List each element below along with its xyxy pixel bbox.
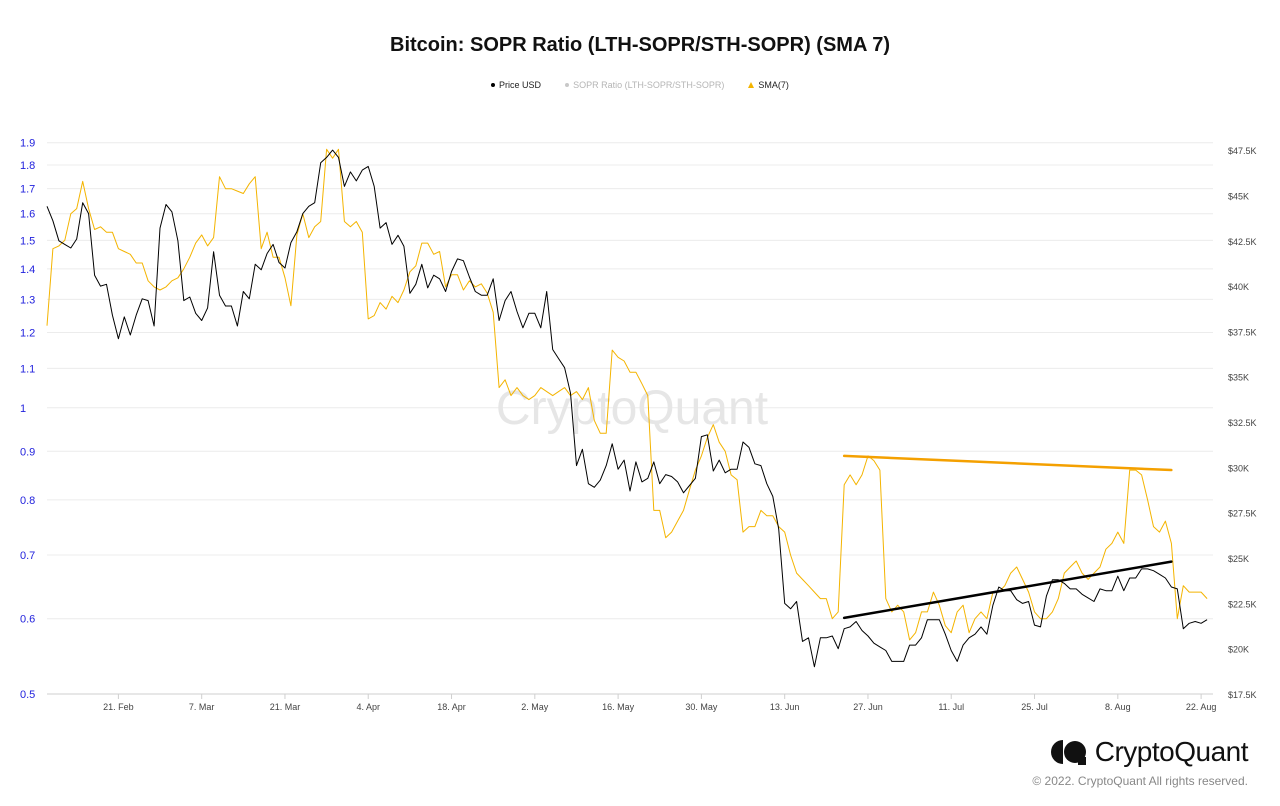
- left-tick-label: 1.4: [20, 264, 35, 276]
- x-tick-label: 27. Jun: [853, 702, 883, 712]
- copyright-text: © 2022. CryptoQuant All rights reserved.: [1032, 774, 1248, 788]
- right-tick-label: $20K: [1228, 645, 1249, 655]
- left-tick-label: 1.2: [20, 327, 35, 339]
- brand: CryptoQuant: [1049, 736, 1249, 768]
- legend-label: Price USD: [499, 80, 542, 90]
- legend-triangle-icon: [748, 82, 755, 88]
- x-tick-label: 8. Aug: [1105, 702, 1131, 712]
- legend-label: SMA(7): [758, 80, 789, 90]
- x-tick-label: 21. Mar: [270, 702, 301, 712]
- price-line: [46, 149, 1208, 668]
- cryptoquant-logo-icon: [1050, 740, 1086, 765]
- left-tick-label: 0.7: [20, 550, 35, 562]
- legend-dot-icon: [565, 83, 570, 87]
- legend-item-sopr-ratio[interactable]: SOPR Ratio (LTH-SOPR/STH-SOPR): [565, 80, 724, 90]
- right-tick-label: $37.5K: [1228, 327, 1257, 337]
- right-tick-label: $42.5K: [1228, 237, 1257, 247]
- legend-dot-icon: [491, 83, 496, 87]
- left-tick-label: 0.8: [20, 495, 35, 507]
- left-tick-label: 0.5: [20, 689, 35, 701]
- x-tick-label: 21. Feb: [103, 702, 134, 712]
- right-tick-label: $32.5K: [1228, 418, 1257, 428]
- sma7-line: [46, 148, 1208, 641]
- x-tick-label: 30. May: [685, 702, 718, 712]
- grid-lines: [47, 142, 1213, 695]
- x-tick-label: 11. Jul: [938, 702, 964, 712]
- x-tick-label: 7. Mar: [189, 702, 215, 712]
- left-axis: 0.5 0.6 0.7 0.8 0.9 1 1.1 1.2 1.3 1.4 1.5 1.6 1.7 1.8…: [20, 138, 35, 701]
- left-tick-label: 1.6: [20, 209, 35, 221]
- left-tick-label: 1.8: [20, 160, 35, 172]
- right-tick-label: $22.5K: [1228, 599, 1257, 609]
- legend-item-price[interactable]: Price USD: [491, 80, 541, 90]
- price-support-trendline: [842, 560, 1173, 620]
- right-tick-label: $40K: [1228, 282, 1249, 292]
- right-tick-label: $17.5K: [1228, 690, 1257, 700]
- x-tick-label: 2. May: [521, 702, 549, 712]
- x-tick-label: 13. Jun: [770, 702, 800, 712]
- right-tick-label: $35K: [1228, 373, 1249, 383]
- left-tick-label: 1.5: [20, 235, 35, 247]
- right-axis: $17.5K $20K $22.5K $25K $27.5K $30K $32.5K $35K…: [1228, 146, 1257, 700]
- x-tick-label: 22. Aug: [1186, 702, 1217, 712]
- brand-name: CryptoQuant: [1094, 736, 1249, 767]
- left-tick-label: 1.7: [20, 184, 35, 196]
- x-axis: 21. Feb 7. Mar 21. Mar 4. Apr 18. Apr 2. May 1…: [47, 693, 1217, 712]
- right-tick-label: $27.5K: [1228, 509, 1257, 519]
- right-tick-label: $45K: [1228, 191, 1249, 201]
- series-layer: [46, 148, 1208, 668]
- left-tick-label: 0.6: [20, 614, 35, 626]
- left-tick-label: 1: [20, 403, 26, 415]
- right-tick-label: $47.5K: [1228, 146, 1257, 156]
- legend: Price USD SOPR Ratio (LTH-SOPR/STH-SOPR)…: [0, 80, 1280, 90]
- x-tick-label: 16. May: [602, 702, 635, 712]
- left-tick-label: 1.1: [20, 363, 35, 375]
- left-tick-label: 0.9: [20, 446, 35, 458]
- right-tick-label: $30K: [1228, 463, 1249, 473]
- left-tick-label: 1.9: [20, 138, 35, 150]
- trendline-layer: [842, 454, 1173, 620]
- x-tick-label: 25. Jul: [1021, 702, 1048, 712]
- left-tick-label: 1.3: [20, 294, 35, 306]
- legend-label: SOPR Ratio (LTH-SOPR/STH-SOPR): [573, 80, 725, 90]
- x-tick-label: 18. Apr: [437, 702, 466, 712]
- right-tick-label: $25K: [1228, 554, 1249, 564]
- x-tick-label: 4. Apr: [356, 702, 380, 712]
- chart-title: Bitcoin: SOPR Ratio (LTH-SOPR/STH-SOPR) …: [390, 34, 890, 56]
- watermark-text: CryptoQuant: [496, 382, 768, 435]
- legend-item-sma7[interactable]: SMA(7): [748, 80, 789, 90]
- sma-resistance-trendline: [842, 454, 1173, 472]
